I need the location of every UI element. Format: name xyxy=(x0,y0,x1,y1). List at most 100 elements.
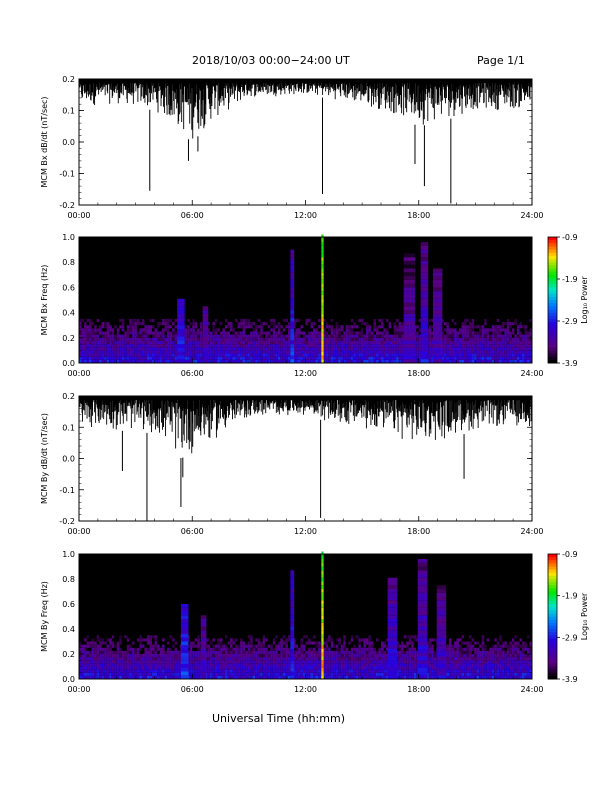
heatmap-cell xyxy=(162,359,165,363)
heatmap-cell xyxy=(338,334,341,338)
heatmap-cell xyxy=(368,644,371,648)
heatmap-cell xyxy=(453,331,457,335)
heatmap-cell xyxy=(235,334,238,338)
heatmap-cell xyxy=(453,654,457,658)
heatmap-cell xyxy=(428,669,432,673)
heatmap-cell xyxy=(459,654,462,658)
heatmap-cell xyxy=(350,353,354,357)
heatmap-cell xyxy=(504,359,507,363)
heatmap-cell xyxy=(365,347,369,351)
heatmap-cell xyxy=(396,666,399,670)
heatmap-cell xyxy=(214,340,218,345)
heatmap-cell xyxy=(237,654,241,658)
heatmap-cell xyxy=(499,654,502,658)
heatmap-cell xyxy=(134,663,137,667)
heatmap-cell xyxy=(469,669,472,673)
heatmap-band-cell xyxy=(420,249,429,254)
heatmap-cell xyxy=(308,638,311,642)
heatmap-cell xyxy=(272,344,276,348)
heatmap-cell xyxy=(99,638,102,642)
heatmap-cell xyxy=(141,638,145,642)
x-tick-label: 12:00 xyxy=(294,369,317,378)
heatmap-cell xyxy=(119,359,122,363)
y-tick-label: 0.6 xyxy=(62,283,75,292)
heatmap-cell xyxy=(104,660,107,664)
heatmap-cell xyxy=(446,675,449,680)
heatmap-cell xyxy=(302,347,306,351)
heatmap-cell xyxy=(270,328,273,332)
heatmap-cell xyxy=(194,344,198,348)
heatmap-cell xyxy=(501,672,505,676)
heatmap-cell xyxy=(370,344,374,348)
heatmap-cell xyxy=(360,657,364,661)
heatmap-cell xyxy=(464,647,467,651)
heatmap-cell xyxy=(187,359,190,363)
heatmap-cell xyxy=(224,334,228,338)
heatmap-cell xyxy=(413,328,417,332)
heatmap-cell xyxy=(189,647,193,651)
heatmap-band-cell xyxy=(417,600,428,604)
heatmap-cell xyxy=(257,669,261,673)
heatmap-cell xyxy=(141,654,145,658)
heatmap-cell xyxy=(363,350,366,354)
heatmap-cell xyxy=(262,654,266,658)
heatmap-cell xyxy=(121,325,125,329)
heatmap-cell xyxy=(245,340,248,345)
heatmap-cell xyxy=(401,322,404,326)
heatmap-cell xyxy=(328,650,331,655)
heatmap-cell xyxy=(114,344,117,348)
heatmap-band-cell xyxy=(321,245,324,250)
heatmap-cell xyxy=(250,344,253,348)
heatmap-cell xyxy=(79,660,82,664)
heatmap-cell xyxy=(348,344,351,348)
heatmap-cell xyxy=(297,350,301,354)
heatmap-cell xyxy=(149,318,152,323)
heatmap-cell xyxy=(232,650,236,655)
heatmap-cell xyxy=(348,331,351,335)
heatmap-cell xyxy=(292,340,296,345)
heatmap-cell xyxy=(219,660,223,664)
heatmap-band-cell xyxy=(417,649,428,653)
heatmap-cell xyxy=(451,644,454,648)
heatmap-cell xyxy=(101,340,105,345)
heatmap-cell xyxy=(491,675,495,680)
heatmap-cell xyxy=(151,347,155,351)
heatmap-cell xyxy=(524,337,527,341)
heatmap-cell xyxy=(124,359,127,363)
heatmap-cell xyxy=(177,663,180,667)
heatmap-cell xyxy=(230,347,233,351)
heatmap-cell xyxy=(169,650,173,655)
heatmap-cell xyxy=(365,654,369,658)
heatmap-cell xyxy=(157,356,160,360)
heatmap-cell xyxy=(174,666,178,670)
heatmap-band-cell xyxy=(321,592,324,597)
heatmap-cell xyxy=(368,647,371,651)
heatmap-cell xyxy=(328,340,331,345)
heatmap-cell xyxy=(197,669,200,673)
heatmap-cell xyxy=(275,644,278,648)
heatmap-cell xyxy=(285,650,288,655)
heatmap-cell xyxy=(257,672,261,676)
heatmap-cell xyxy=(474,347,477,351)
heatmap-cell xyxy=(250,337,253,341)
heatmap-cell xyxy=(197,675,200,680)
heatmap-cell xyxy=(136,650,140,655)
heatmap-cell xyxy=(79,663,82,667)
heatmap-cell xyxy=(86,328,90,332)
heatmap-cell xyxy=(481,347,485,351)
heatmap-cell xyxy=(267,337,271,341)
heatmap-cell xyxy=(496,331,500,335)
heatmap-cell xyxy=(265,347,268,351)
heatmap-cell xyxy=(94,654,97,658)
heatmap-cell xyxy=(491,657,495,661)
heatmap-cell xyxy=(499,663,502,667)
heatmap-cell xyxy=(84,669,87,673)
heatmap-cell xyxy=(282,328,286,332)
heatmap-band-cell xyxy=(403,306,415,311)
heatmap-cell xyxy=(360,337,364,341)
heatmap-cell xyxy=(237,675,241,680)
heatmap-cell xyxy=(162,663,165,667)
heatmap-cell xyxy=(461,669,465,673)
heatmap-cell xyxy=(308,340,311,345)
heatmap-band-cell xyxy=(290,596,295,601)
